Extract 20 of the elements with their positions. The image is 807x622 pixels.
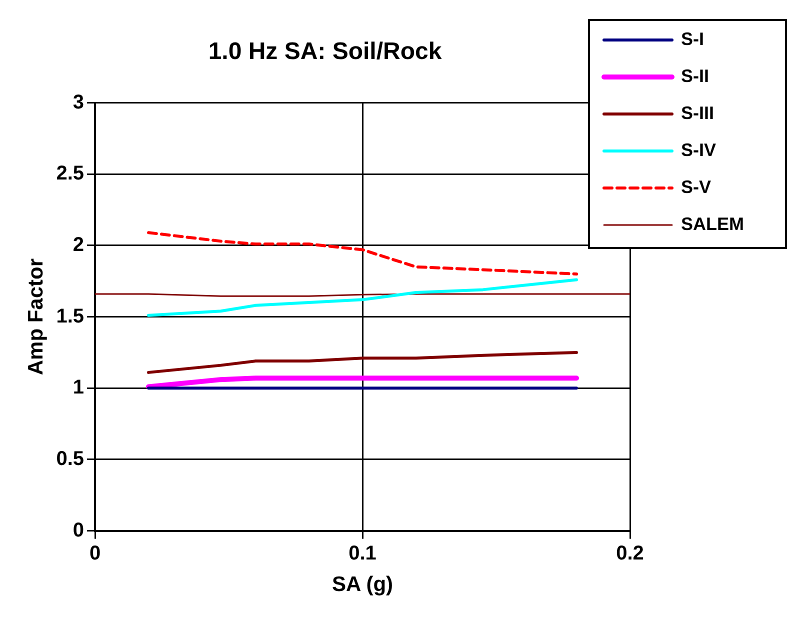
y-tick-label: 1.5 — [56, 305, 84, 328]
line-series — [147, 231, 578, 276]
legend-label: S-I — [681, 28, 704, 49]
x-tick-label: 0.1 — [348, 542, 376, 564]
y-tick-label: 2 — [72, 234, 84, 256]
y-tick-label: 0.5 — [56, 448, 84, 470]
legend-label: S-IV — [681, 140, 716, 160]
x-tick-label: 0.2 — [616, 542, 644, 564]
chart-title: 1.0 Hz SA: Soil/Rock — [208, 38, 442, 66]
y-tick-label: 2.5 — [56, 162, 84, 185]
y-tick-label: 3 — [72, 91, 84, 114]
x-axis-title: SA (g) — [332, 573, 394, 596]
y-tick-label: 1 — [72, 376, 84, 399]
x-tick-label: 0 — [89, 542, 101, 564]
legend-label: SALEM — [681, 214, 744, 234]
legend-label: S-III — [681, 102, 714, 123]
y-axis-title: Amp Factor — [24, 258, 48, 376]
legend-label: S-II — [681, 66, 710, 86]
y-tick-label: 0 — [72, 519, 84, 542]
legend-label: S-V — [681, 176, 712, 197]
